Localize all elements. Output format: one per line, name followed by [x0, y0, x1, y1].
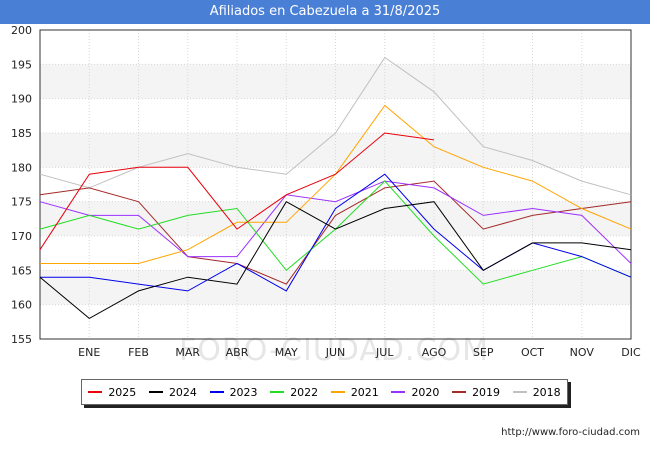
legend-label: 2020	[411, 385, 440, 399]
legend-swatch	[330, 391, 345, 393]
y-tick-label: 200	[11, 24, 32, 37]
y-tick-label: 195	[11, 58, 32, 71]
legend-swatch	[148, 391, 163, 393]
plot-frame	[39, 29, 632, 340]
plot-band	[40, 270, 631, 305]
legend-swatch	[452, 391, 467, 393]
legend-label: 2018	[532, 385, 561, 399]
legend-label: 2021	[350, 385, 379, 399]
x-tick-labels: ENE FEB MAR ABR MAY JUN JUL AGO SEP OCT NOV DIC	[78, 346, 641, 359]
legend-swatch	[512, 391, 527, 393]
x-tick-label: JUL	[375, 346, 394, 359]
x-tick-label: JUN	[325, 346, 346, 359]
legend-item-2023: 2023	[209, 385, 258, 399]
plot-background	[40, 30, 631, 339]
legend-label: 2024	[168, 385, 197, 399]
x-tick-label: MAR	[175, 346, 200, 359]
legend-swatch	[209, 391, 224, 393]
legend-label: 2023	[229, 385, 258, 399]
legend-label: 2022	[290, 385, 319, 399]
legend-swatch	[270, 391, 285, 393]
legend: 2025 2024 2023 2022 2021 2020 2019 2018	[81, 379, 568, 405]
y-tick-label: 160	[11, 299, 32, 312]
chart-title: Afiliados en Cabezuela a 31/8/2025	[0, 0, 650, 24]
axes	[39, 29, 632, 340]
legend-item-2018: 2018	[512, 385, 561, 399]
legend-label: 2025	[108, 385, 137, 399]
y-tick-labels: 155 160 165 170 175 180 185 190 195 200	[11, 24, 32, 346]
y-tick-label: 165	[11, 264, 32, 277]
x-tick-label: SEP	[473, 346, 494, 359]
legend-item-2024: 2024	[148, 385, 197, 399]
series-line-2024	[39, 201, 632, 320]
y-tick-label: 170	[11, 230, 32, 243]
legend-swatch	[391, 391, 406, 393]
legend-item-2022: 2022	[270, 386, 318, 399]
x-tick-label: FEB	[128, 346, 149, 359]
x-tick-label: ENE	[78, 346, 100, 359]
y-tick-label: 190	[11, 93, 32, 106]
plot-band	[40, 201, 631, 236]
series-line-2019	[39, 180, 632, 285]
y-tick-label: 175	[11, 196, 32, 209]
series-line-2025	[39, 132, 435, 250]
x-tick-label: AGO	[422, 346, 447, 359]
y-tick-label: 180	[11, 161, 32, 174]
y-tick-label: 155	[11, 333, 32, 346]
legend-item-2019: 2019	[452, 386, 500, 399]
x-tick-label: NOV	[570, 346, 595, 359]
x-tick-label: MAY	[275, 346, 298, 359]
y-tick-label: 185	[11, 127, 32, 140]
legend-item-2020: 2020	[391, 386, 439, 399]
source-url: http://www.foro-ciudad.com	[501, 427, 640, 438]
legend-swatch	[88, 391, 103, 393]
series-lines	[39, 56, 632, 320]
legend-label: 2019	[472, 385, 501, 399]
legend-item-2021: 2021	[330, 385, 379, 399]
legend-item-2025: 2025	[88, 386, 136, 399]
x-tick-label: DIC	[621, 346, 641, 359]
series-line-2020	[39, 180, 632, 264]
x-tick-label: ABR	[226, 346, 249, 359]
x-tick-label: OCT	[521, 346, 544, 359]
